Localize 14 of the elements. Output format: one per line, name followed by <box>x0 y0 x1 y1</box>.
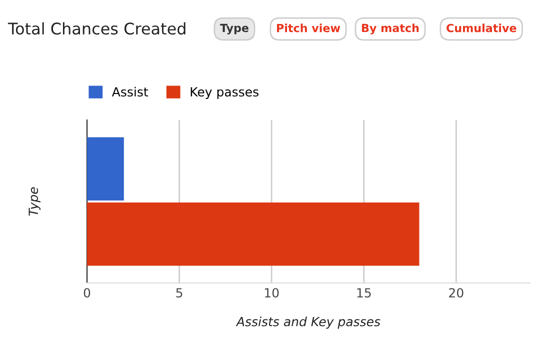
x-axis-title: Assists and Key passes <box>236 316 380 329</box>
x-tick-label: 10 <box>265 288 279 298</box>
legend-label: Assist <box>112 86 148 97</box>
legend-label: Key passes <box>190 87 258 99</box>
y-axis-title: Type <box>28 187 40 216</box>
text: Pitch view <box>277 24 340 32</box>
text: Type <box>220 24 248 34</box>
x-tick-label: 0 <box>84 288 90 298</box>
text: Cumulative <box>446 24 516 32</box>
x-tick-label: 5 <box>176 288 182 298</box>
x-tick-label: 20 <box>449 288 464 298</box>
x-tick-label: 15 <box>357 288 371 298</box>
chart-title: Total Chances Created <box>8 22 186 35</box>
text: By match <box>362 24 419 34</box>
